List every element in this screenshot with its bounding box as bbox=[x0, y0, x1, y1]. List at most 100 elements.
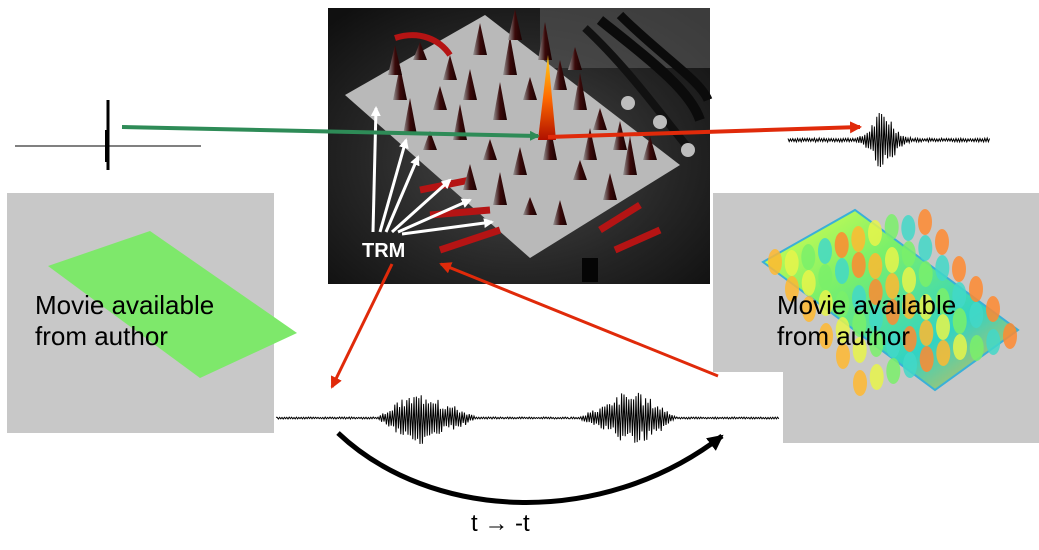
wave-peak bbox=[413, 42, 427, 60]
surface-bump bbox=[818, 238, 832, 264]
wave-peak bbox=[643, 136, 657, 160]
surface-bump bbox=[834, 232, 849, 258]
surface-bump bbox=[852, 337, 867, 363]
wave-peak bbox=[538, 22, 552, 60]
surface-bump bbox=[986, 329, 1001, 355]
surface-bump bbox=[935, 255, 950, 281]
wave-peak bbox=[403, 98, 417, 135]
wave-peak bbox=[583, 128, 597, 160]
surface-bump bbox=[851, 226, 866, 252]
surface-bump bbox=[818, 264, 833, 290]
surface-bump bbox=[819, 323, 833, 349]
surface-bump bbox=[919, 294, 933, 320]
red-arrow-up bbox=[439, 262, 719, 378]
surface-bump bbox=[853, 370, 867, 396]
surface-bump bbox=[885, 299, 900, 325]
surface-bump bbox=[919, 346, 934, 372]
signal-trace bbox=[787, 112, 991, 168]
signal-trace bbox=[275, 392, 780, 445]
wave-peak bbox=[483, 139, 497, 160]
surface-bump bbox=[868, 279, 883, 305]
wave-peak bbox=[453, 104, 467, 140]
surface-bump bbox=[818, 290, 833, 316]
wave-peak bbox=[503, 36, 517, 75]
right-wavefield-surface bbox=[761, 208, 1020, 396]
wave-peak bbox=[553, 60, 567, 90]
wave-peak bbox=[553, 200, 567, 225]
surface-bump bbox=[868, 220, 882, 246]
wave-peak bbox=[463, 69, 477, 100]
wave-peak bbox=[423, 131, 437, 150]
wave-peak bbox=[523, 77, 537, 100]
surface-bump bbox=[901, 241, 916, 267]
surface-bump bbox=[852, 285, 866, 311]
surface-bump bbox=[886, 358, 901, 384]
red-arrow-right bbox=[547, 121, 862, 139]
surface-bump bbox=[935, 229, 949, 255]
left-caption-line1: Movie available bbox=[35, 290, 215, 320]
surface-bump bbox=[802, 296, 816, 322]
wave-peak bbox=[603, 173, 617, 200]
wave-peak bbox=[523, 197, 537, 215]
left-plate-surface bbox=[48, 231, 297, 378]
wave-peak bbox=[493, 82, 507, 120]
surface-bump bbox=[936, 340, 951, 366]
wave-peak bbox=[513, 147, 527, 175]
surface-bump bbox=[869, 331, 884, 357]
surface-bump bbox=[935, 288, 950, 314]
wave-peak bbox=[573, 160, 587, 180]
time-reversal-label: t → -t bbox=[471, 510, 530, 537]
recorded-signal bbox=[275, 392, 780, 445]
surface-bump bbox=[969, 302, 984, 328]
surface-bump bbox=[918, 261, 933, 287]
wave-peak bbox=[493, 172, 507, 205]
surface-bump bbox=[785, 276, 799, 302]
surface-bump bbox=[918, 209, 932, 235]
surface-bump bbox=[952, 282, 967, 308]
wave-peak bbox=[568, 47, 582, 70]
wave-peak bbox=[593, 108, 607, 130]
left-movie-caption: Movie available from author bbox=[35, 290, 214, 352]
wave-peak bbox=[623, 136, 637, 175]
surface-bump bbox=[886, 332, 900, 358]
surface-bump bbox=[952, 308, 967, 334]
surface-bump bbox=[884, 214, 899, 240]
left-caption-line2: from author bbox=[35, 321, 168, 351]
surface-bump bbox=[835, 258, 849, 284]
surface-bump bbox=[1003, 323, 1017, 349]
input-pulse bbox=[15, 100, 201, 170]
wave-peak bbox=[463, 164, 477, 190]
surface-bump bbox=[869, 364, 884, 390]
surface-bump bbox=[986, 296, 1000, 322]
surface-bump bbox=[885, 247, 899, 273]
surface-bump bbox=[918, 235, 933, 261]
surface-bump bbox=[969, 335, 984, 361]
surface-bump bbox=[784, 250, 799, 276]
surface-bump bbox=[835, 291, 850, 317]
surface-bump bbox=[852, 311, 867, 337]
wave-peak bbox=[393, 66, 407, 100]
right-caption-line2: from author bbox=[777, 321, 910, 351]
white-arrows bbox=[370, 106, 494, 236]
time-reversal-arrow bbox=[336, 431, 724, 505]
wave-peak bbox=[388, 45, 402, 75]
surface-bump bbox=[885, 273, 900, 299]
surface-bump bbox=[919, 320, 934, 346]
wave-peak bbox=[543, 125, 557, 160]
trm-label: TRM bbox=[362, 240, 406, 262]
surface-bump bbox=[835, 317, 850, 343]
wave-peak bbox=[573, 73, 587, 110]
surface-bump bbox=[801, 244, 816, 270]
surface-bump bbox=[936, 314, 950, 340]
surface-bump bbox=[901, 215, 916, 241]
right-movie-caption: Movie available from author bbox=[777, 290, 956, 352]
surface-bump bbox=[851, 252, 866, 278]
surface-bump bbox=[969, 276, 983, 302]
surface-bump bbox=[952, 256, 966, 282]
surface-bump bbox=[768, 249, 782, 275]
surface-bump bbox=[902, 293, 917, 319]
bottom-signal-strip bbox=[274, 372, 783, 468]
red-arrow-down-left bbox=[330, 263, 394, 389]
surface-bump bbox=[801, 270, 816, 296]
